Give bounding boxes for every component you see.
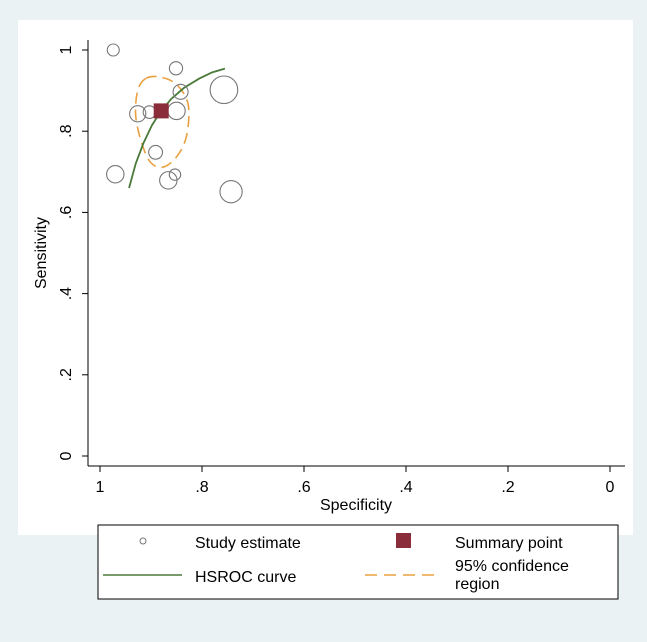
legend-label-study-estimate: Study estimate <box>195 535 301 552</box>
x-tick-label: .4 <box>399 479 412 496</box>
y-tick-label: 0 <box>58 451 75 460</box>
study-estimate-point <box>106 43 120 57</box>
y-tick-label: 1 <box>58 45 75 54</box>
legend: Study estimate Summary point HSROC curve… <box>97 524 619 600</box>
confidence-region-layer <box>134 75 190 169</box>
legend-label-confidence-region: 95% confidence region <box>455 558 573 593</box>
summary-point-marker <box>153 103 169 119</box>
study-estimate-point <box>168 168 182 181</box>
plot-area <box>106 43 243 204</box>
study-estimate-point <box>148 144 164 160</box>
legend-box <box>97 524 619 600</box>
y-axis-label: Sensitivity <box>33 217 50 289</box>
legend-label-confidence-region-line1: 95% confidence <box>455 558 569 575</box>
y-tick-label: .6 <box>58 206 75 219</box>
study-estimate-point <box>106 164 125 184</box>
y-tick-label: .4 <box>58 287 75 300</box>
plot-background <box>18 20 633 535</box>
study-estimate-point <box>168 61 184 76</box>
legend-label-confidence-region-line2: region <box>455 576 499 593</box>
legend-symbol-summary-point <box>396 533 411 548</box>
study-estimate-point <box>159 171 178 190</box>
x-tick-label: 1 <box>96 479 105 496</box>
legend-label-summary-point: Summary point <box>455 535 563 552</box>
legend-label-hsroc-curve: HSROC curve <box>195 569 296 586</box>
x-axis-ticks: 1 .8 .6 .4 .2 0 <box>96 466 615 496</box>
study-estimate-point <box>219 180 243 204</box>
y-tick-label: .8 <box>58 124 75 137</box>
legend-symbol-study-estimate <box>139 537 147 545</box>
confidence-region-ellipse <box>134 75 190 169</box>
x-tick-label: .2 <box>501 479 514 496</box>
study-estimate-point <box>209 75 239 105</box>
x-axis-label: Specificity <box>320 497 392 514</box>
x-tick-label: .6 <box>297 479 310 496</box>
study-estimate-point <box>172 83 189 100</box>
summary-point-layer <box>153 103 169 119</box>
y-axis-ticks: 0 .2 .4 .6 .8 1 <box>58 45 88 460</box>
x-tick-label: 0 <box>606 479 615 496</box>
x-tick-label: .8 <box>195 479 208 496</box>
y-tick-label: .2 <box>58 368 75 381</box>
study-estimate-point <box>129 105 147 123</box>
